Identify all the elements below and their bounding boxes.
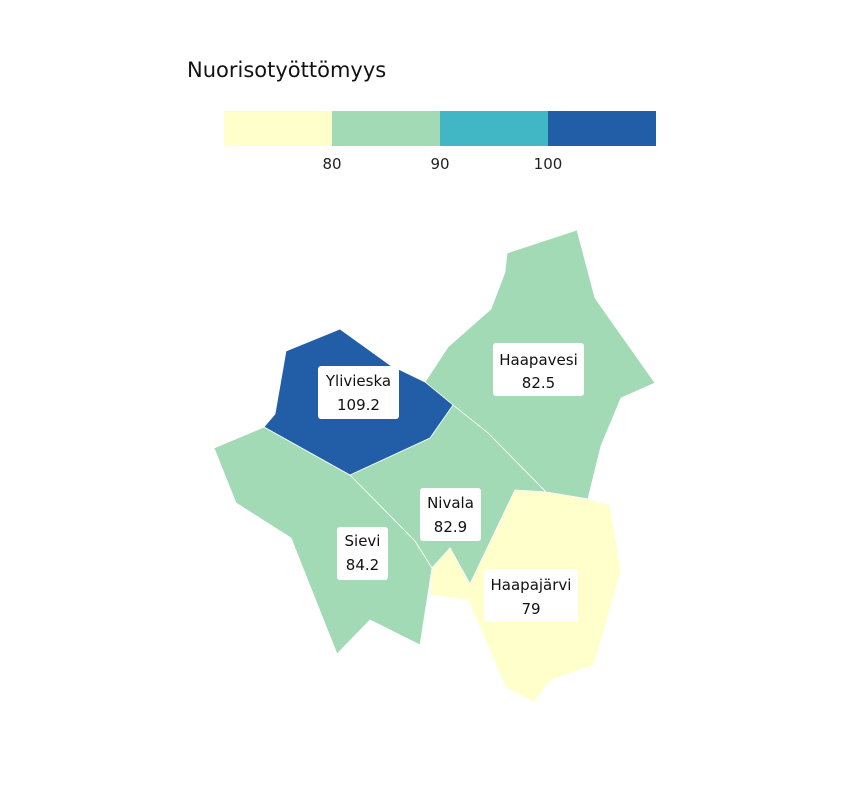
legend-tick-80: 80 bbox=[322, 155, 341, 173]
label-value: 79 bbox=[521, 600, 540, 618]
label-ylivieska: Ylivieska 109.2 bbox=[318, 366, 399, 419]
label-name: Sievi bbox=[345, 532, 381, 550]
label-nivala: Nivala 82.9 bbox=[420, 488, 481, 541]
legend: Nuorisotyöttömyys 80 90 100 bbox=[187, 58, 656, 173]
label-name: Ylivieska bbox=[325, 372, 391, 390]
legend-tick-100: 100 bbox=[534, 155, 563, 173]
label-value: 82.9 bbox=[434, 518, 467, 536]
label-name: Haapavesi bbox=[499, 351, 577, 369]
label-value: 109.2 bbox=[337, 396, 380, 414]
label-haapajarvi: Haapajärvi 79 bbox=[484, 569, 578, 622]
legend-swatch-1 bbox=[332, 111, 440, 146]
regions bbox=[213, 229, 656, 703]
label-name: Nivala bbox=[427, 494, 474, 512]
region-labels: Haapavesi 82.5 Ylivieska 109.2 Sievi 84.… bbox=[318, 343, 584, 622]
legend-swatch-2 bbox=[440, 111, 548, 146]
legend-swatch-3 bbox=[548, 111, 656, 146]
label-haapavesi: Haapavesi 82.5 bbox=[493, 343, 584, 396]
label-sievi: Sievi 84.2 bbox=[337, 527, 388, 580]
legend-swatch-0 bbox=[224, 111, 332, 146]
label-value: 82.5 bbox=[522, 374, 555, 392]
legend-title: Nuorisotyöttömyys bbox=[187, 58, 386, 82]
label-value: 84.2 bbox=[346, 556, 379, 574]
label-name: Haapajärvi bbox=[491, 576, 572, 594]
legend-tick-90: 90 bbox=[430, 155, 449, 173]
